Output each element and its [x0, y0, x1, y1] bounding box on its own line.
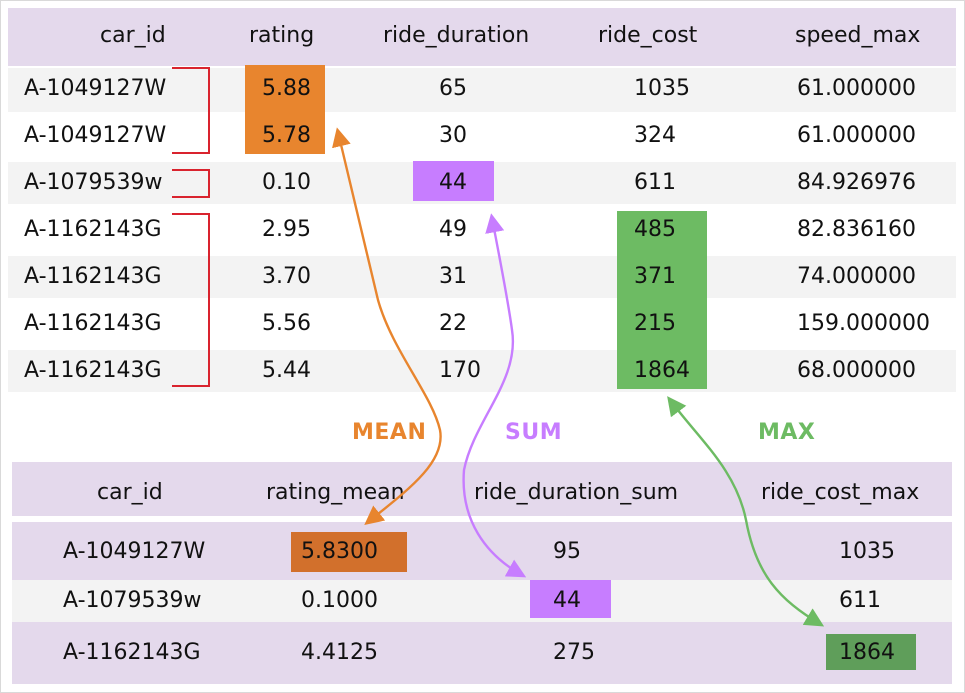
source-cell: 82.836160 [797, 217, 916, 242]
group-bracket-a1079539w [172, 169, 210, 198]
source-cell: 22 [439, 311, 467, 336]
result-cell: 611 [839, 588, 881, 613]
source-header-band [8, 8, 956, 66]
source-cell: A-1049127W [24, 76, 167, 101]
result-cell: 4.4125 [301, 640, 378, 665]
source-header-rating: rating [249, 23, 315, 48]
source-cell: 44 [439, 170, 467, 195]
source-cell: 31 [439, 264, 467, 289]
result-header-car-id: car_id [97, 480, 163, 505]
source-cell: 2.95 [262, 217, 311, 242]
result-cell: 95 [553, 539, 581, 564]
source-cell: 1035 [634, 76, 690, 101]
source-cell: 30 [439, 123, 467, 148]
mean-source-highlight [245, 65, 325, 154]
source-cell: 170 [439, 358, 481, 383]
source-cell: 215 [634, 311, 676, 336]
group-bracket-a1162143g [172, 213, 210, 387]
source-cell: 1864 [634, 358, 690, 383]
group-bracket-a1049127w [172, 67, 210, 154]
source-header-speed-max: speed_max [795, 23, 921, 48]
source-cell: 61.000000 [797, 76, 916, 101]
source-cell: A-1079539w [24, 170, 163, 195]
source-cell: A-1162143G [24, 358, 162, 383]
result-row-band [12, 622, 952, 684]
source-cell: 324 [634, 123, 676, 148]
source-cell: 61.000000 [797, 123, 916, 148]
source-cell: 68.000000 [797, 358, 916, 383]
sum-arrow [462, 213, 527, 578]
source-cell: 5.78 [262, 123, 311, 148]
result-cell: A-1049127W [63, 539, 206, 564]
mean-arrow [332, 127, 442, 525]
source-row-band [8, 256, 956, 298]
result-cell: A-1162143G [63, 640, 201, 665]
source-cell: 49 [439, 217, 467, 242]
source-cell: 159.000000 [797, 311, 930, 336]
source-cell: 65 [439, 76, 467, 101]
result-cell: 275 [553, 640, 595, 665]
source-cell: 84.926976 [797, 170, 916, 195]
source-cell: 611 [634, 170, 676, 195]
source-cell: 371 [634, 264, 676, 289]
source-cell: 5.44 [262, 358, 311, 383]
source-cell: A-1162143G [24, 264, 162, 289]
max-source-highlight [617, 211, 707, 389]
source-header-ride-cost: ride_cost [598, 23, 698, 48]
source-row-band [8, 350, 956, 392]
source-cell: A-1162143G [24, 311, 162, 336]
source-row-band [8, 68, 956, 112]
source-cell: A-1162143G [24, 217, 162, 242]
source-cell: 485 [634, 217, 676, 242]
result-cell: 1864 [839, 640, 895, 665]
result-cell: 0.1000 [301, 588, 378, 613]
result-cell: A-1079539w [63, 588, 202, 613]
result-cell: 44 [553, 588, 581, 613]
source-cell: 3.70 [262, 264, 311, 289]
source-cell: 0.10 [262, 170, 311, 195]
source-cell: 74.000000 [797, 264, 916, 289]
source-header-car-id: car_id [100, 23, 166, 48]
result-cell: 5.8300 [301, 539, 378, 564]
mean-result-highlight [291, 532, 407, 572]
sum-source-highlight [413, 161, 494, 201]
sum-result-highlight [530, 580, 611, 618]
max-result-highlight [826, 634, 916, 670]
max-arrow [667, 396, 825, 627]
source-cell: 5.88 [262, 76, 311, 101]
source-header-ride-duration: ride_duration [383, 23, 530, 48]
source-cell: A-1049127W [24, 123, 167, 148]
result-cell: 1035 [839, 539, 895, 564]
source-cell: 5.56 [262, 311, 311, 336]
